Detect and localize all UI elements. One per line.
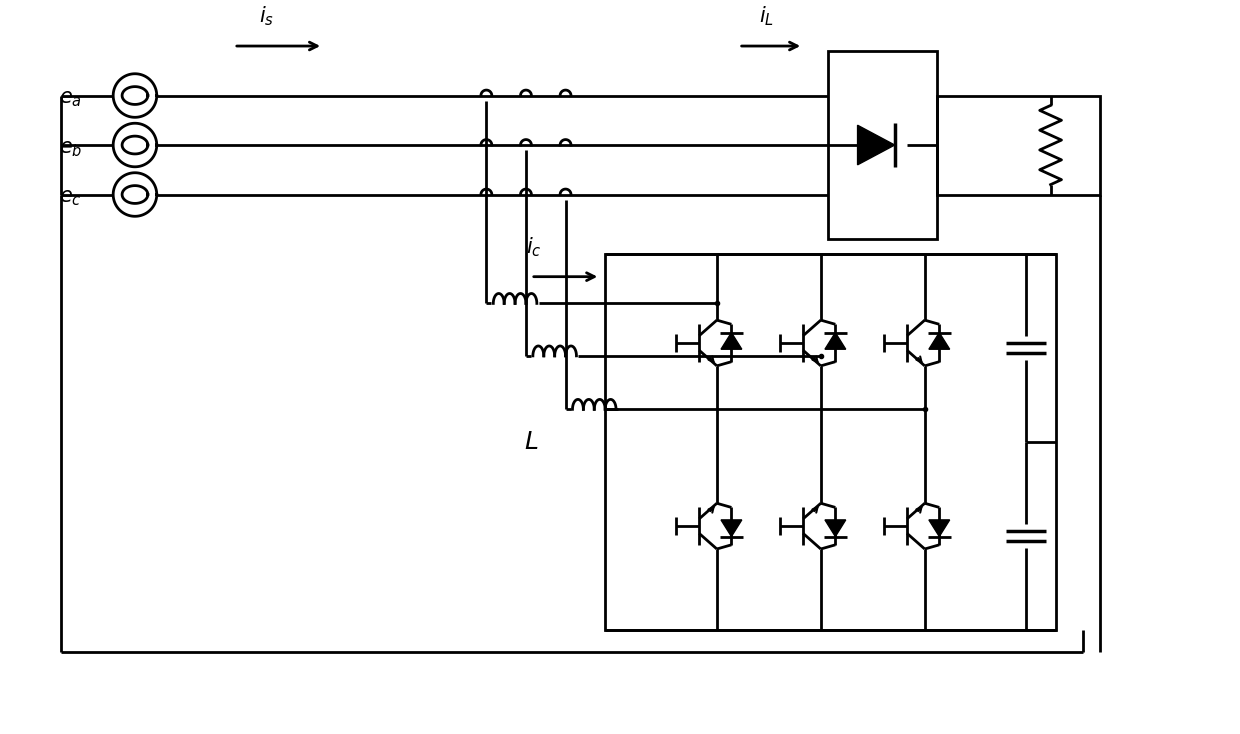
Bar bbox=[828, 51, 936, 239]
Bar bbox=[605, 254, 1055, 630]
Text: $L$: $L$ bbox=[523, 430, 538, 454]
Text: $e_a$: $e_a$ bbox=[60, 90, 82, 109]
Text: $e_b$: $e_b$ bbox=[60, 139, 82, 159]
Polygon shape bbox=[858, 126, 895, 165]
Text: $i_c$: $i_c$ bbox=[526, 236, 542, 259]
Text: $i_L$: $i_L$ bbox=[759, 4, 774, 28]
Bar bbox=[936, 95, 1100, 195]
Polygon shape bbox=[825, 333, 846, 349]
Text: $i_s$: $i_s$ bbox=[259, 4, 274, 28]
Polygon shape bbox=[720, 333, 742, 349]
Polygon shape bbox=[929, 520, 950, 537]
Text: $e_c$: $e_c$ bbox=[60, 189, 82, 208]
Polygon shape bbox=[825, 520, 846, 537]
Polygon shape bbox=[720, 520, 742, 537]
Polygon shape bbox=[929, 333, 950, 349]
